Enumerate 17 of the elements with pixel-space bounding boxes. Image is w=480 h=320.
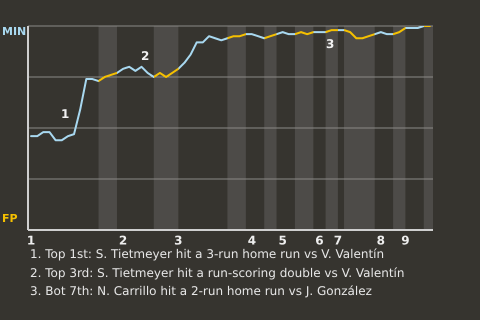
x-tick-label: 3 — [174, 234, 183, 248]
x-tick-label: 2 — [118, 234, 128, 248]
annotation: 1 — [61, 107, 70, 121]
x-tick-label: 8 — [376, 234, 386, 248]
text: 3. Bot 7th: N. Carrillo hit a 2-run home run vs J. González — [30, 283, 373, 300]
x-tick-label: 5 — [278, 234, 287, 248]
x-tick-label: 9 — [401, 234, 410, 248]
x-tick-label: 7 — [334, 234, 342, 248]
annotation: 2 — [141, 49, 150, 63]
text: 1. Top 1st: S. Tietmeyer hit a 3-run home run vs V. Valentín — [30, 247, 384, 261]
x-tick-label: 6 — [315, 234, 324, 248]
text: FP — [2, 212, 18, 225]
x-tick-label: 4 — [248, 234, 256, 248]
annotation: 3 — [326, 37, 334, 51]
text: MIN — [2, 25, 26, 38]
x-tick-label: 1 — [26, 234, 36, 248]
text: 2. Top 3rd: S. Tietmeyer hit a run-scoring double vs V. Valentín — [30, 264, 404, 282]
